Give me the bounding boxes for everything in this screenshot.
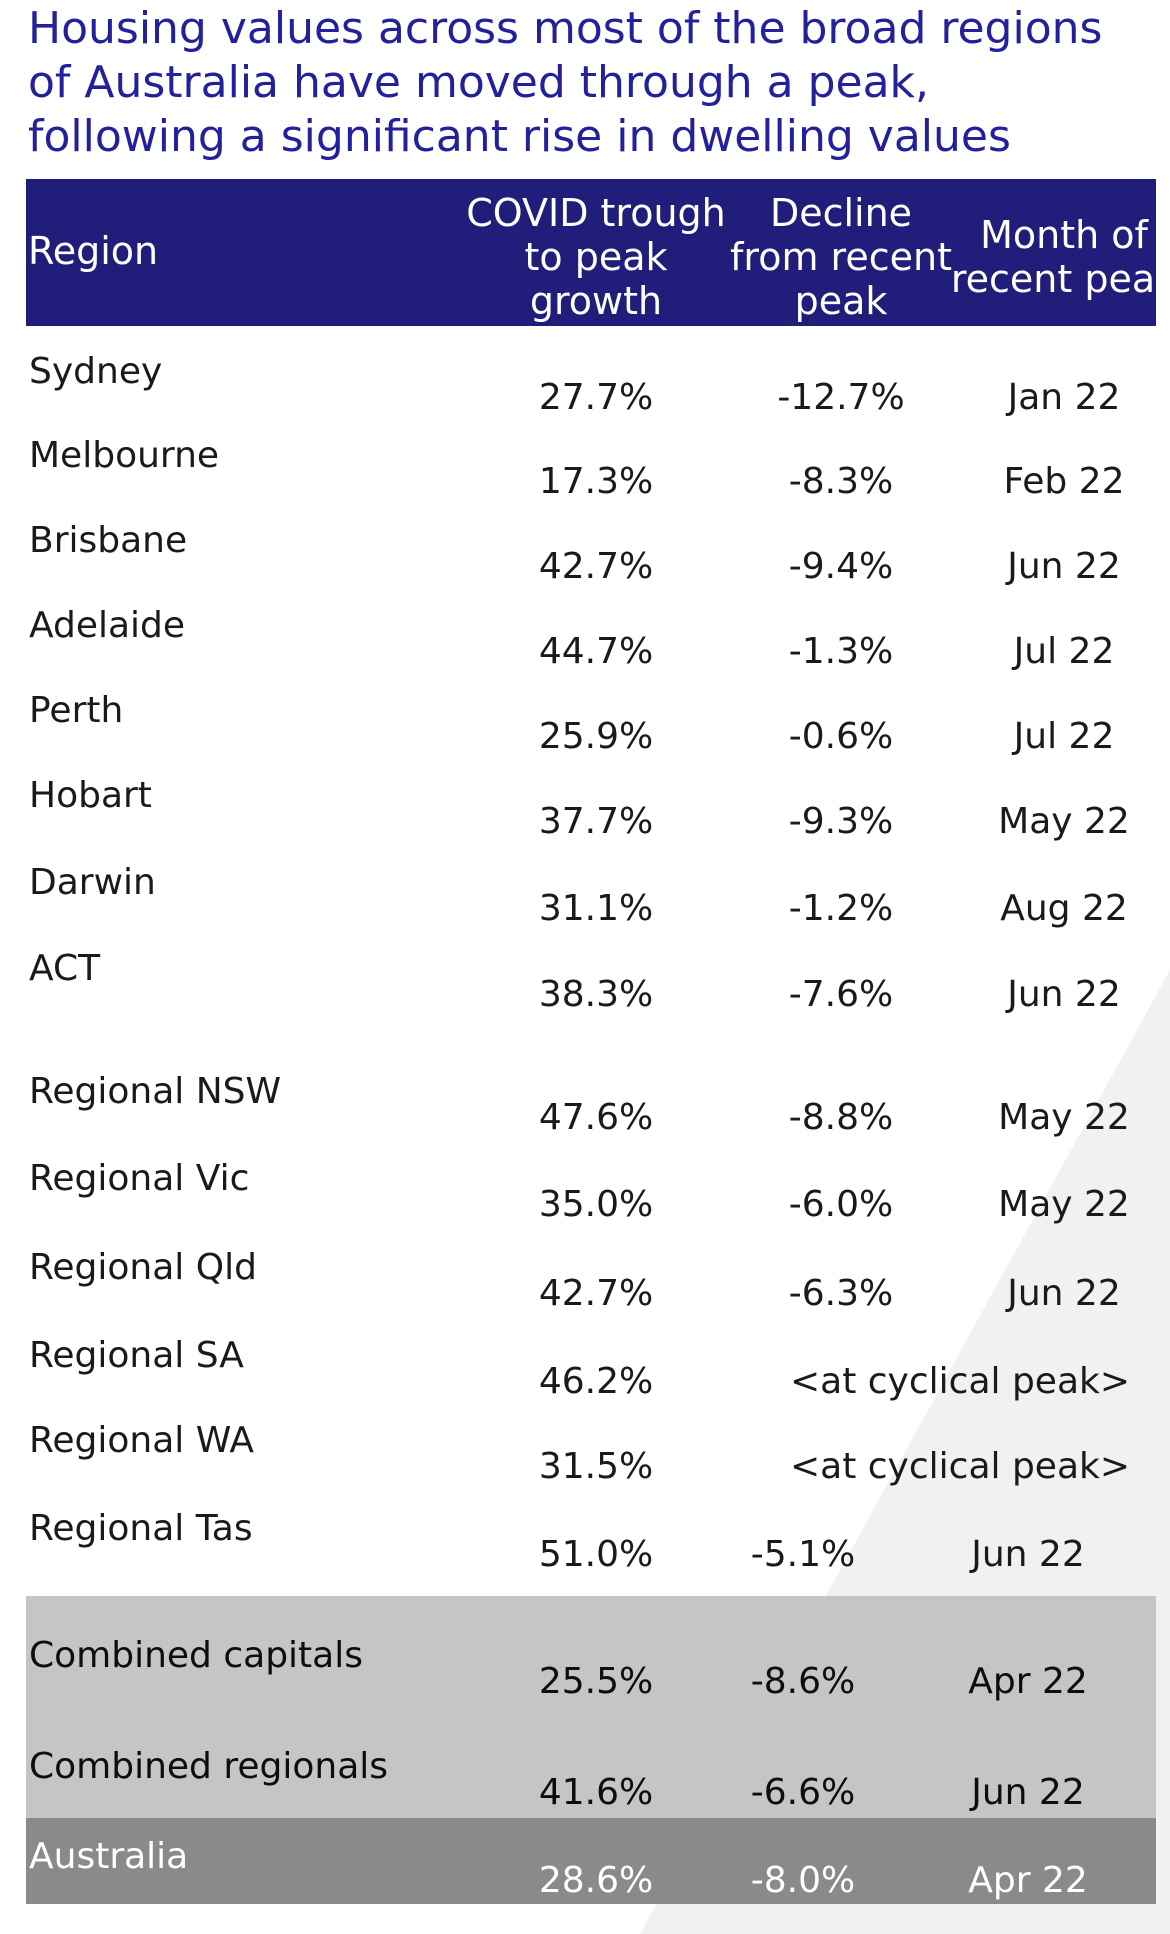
peak-month: Jun 22 [1007, 546, 1121, 587]
decline-value: -0.6% [788, 716, 894, 757]
peak-month: Aug 22 [1000, 888, 1128, 929]
region-name: Adelaide [29, 605, 186, 646]
header-month-of-peak: Month of recent peak [950, 213, 1170, 301]
cyclical-peak-note: <at cyclical peak> [789, 1446, 1131, 1487]
region-name: Brisbane [29, 520, 188, 561]
decline-value: -12.7% [777, 377, 905, 418]
region-name: Regional Qld [29, 1247, 257, 1288]
peak-month: Apr 22 [968, 1661, 1088, 1702]
region-name: Regional Tas [29, 1508, 253, 1549]
covid-growth-value: 25.9% [538, 716, 654, 757]
peak-month: Apr 22 [968, 1860, 1088, 1901]
region-name: ACT [29, 948, 101, 989]
region-name: Regional WA [29, 1420, 254, 1461]
title-line: Housing values across most of the broad … [28, 3, 1103, 54]
decline-value: -6.0% [788, 1184, 894, 1225]
title-line: following a significant rise in dwelling… [28, 111, 1011, 162]
covid-growth-value: 28.6% [538, 1860, 654, 1901]
covid-growth-value: 37.7% [538, 801, 654, 842]
decline-value: -8.6% [750, 1661, 856, 1702]
decline-value: -7.6% [788, 974, 894, 1015]
covid-growth-value: 47.6% [538, 1097, 654, 1138]
header-region: Region [28, 229, 159, 273]
region-name: Combined regionals [29, 1746, 389, 1787]
covid-growth-value: 25.5% [538, 1661, 654, 1702]
peak-month: Feb 22 [1003, 461, 1125, 502]
decline-value: -8.8% [788, 1097, 894, 1138]
region-name: Melbourne [29, 435, 220, 476]
region-name: Regional NSW [29, 1071, 282, 1112]
decline-value: -9.3% [788, 801, 894, 842]
covid-growth-value: 17.3% [538, 461, 654, 502]
cyclical-peak-note: <at cyclical peak> [789, 1361, 1131, 1402]
covid-growth-value: 31.1% [538, 888, 654, 929]
covid-growth-value: 42.7% [538, 546, 654, 587]
covid-growth-value: 27.7% [538, 377, 654, 418]
covid-growth-value: 44.7% [538, 631, 654, 672]
region-name: Darwin [29, 862, 156, 903]
peak-month: May 22 [998, 1184, 1130, 1225]
header-decline: Decline from recent peak [730, 191, 952, 323]
decline-value: -1.3% [788, 631, 894, 672]
peak-month: May 22 [998, 1097, 1130, 1138]
peak-month: Jun 22 [971, 1534, 1085, 1575]
decline-value: -6.6% [750, 1772, 856, 1813]
covid-growth-value: 35.0% [538, 1184, 654, 1225]
decline-value: -6.3% [788, 1273, 894, 1314]
region-name: Sydney [29, 351, 163, 392]
covid-growth-value: 42.7% [538, 1273, 654, 1314]
region-name: Hobart [29, 775, 152, 816]
decline-value: -5.1% [750, 1534, 856, 1575]
covid-growth-value: 38.3% [538, 974, 654, 1015]
region-name: Combined capitals [29, 1635, 363, 1676]
page-title: Housing values across most of the broad … [28, 2, 1158, 164]
combined-band [26, 1596, 1156, 1818]
covid-growth-value: 46.2% [538, 1361, 654, 1402]
title-line: of Australia have moved through a peak, [28, 57, 930, 108]
australia-band [26, 1818, 1156, 1904]
covid-growth-value: 31.5% [538, 1446, 654, 1487]
covid-growth-value: 51.0% [538, 1534, 654, 1575]
decline-value: -8.3% [788, 461, 894, 502]
decline-value: -8.0% [750, 1860, 856, 1901]
peak-month: May 22 [998, 801, 1130, 842]
peak-month: Jul 22 [1013, 716, 1115, 757]
covid-growth-value: 41.6% [538, 1772, 654, 1813]
table-header: Region COVID trough to peak growth Decli… [26, 179, 1170, 326]
decline-value: -1.2% [788, 888, 894, 929]
peak-month: Jun 22 [1007, 1273, 1121, 1314]
decline-value: -9.4% [788, 546, 894, 587]
region-name: Regional SA [29, 1335, 244, 1376]
peak-month: Jun 22 [971, 1772, 1085, 1813]
region-name: Australia [29, 1836, 189, 1877]
peak-month: Jul 22 [1013, 631, 1115, 672]
header-covid-growth: COVID trough to peak growth [466, 191, 726, 323]
peak-month: Jun 22 [1007, 974, 1121, 1015]
peak-month: Jan 22 [1007, 377, 1121, 418]
region-name: Regional Vic [29, 1158, 250, 1199]
region-name: Perth [29, 690, 124, 731]
